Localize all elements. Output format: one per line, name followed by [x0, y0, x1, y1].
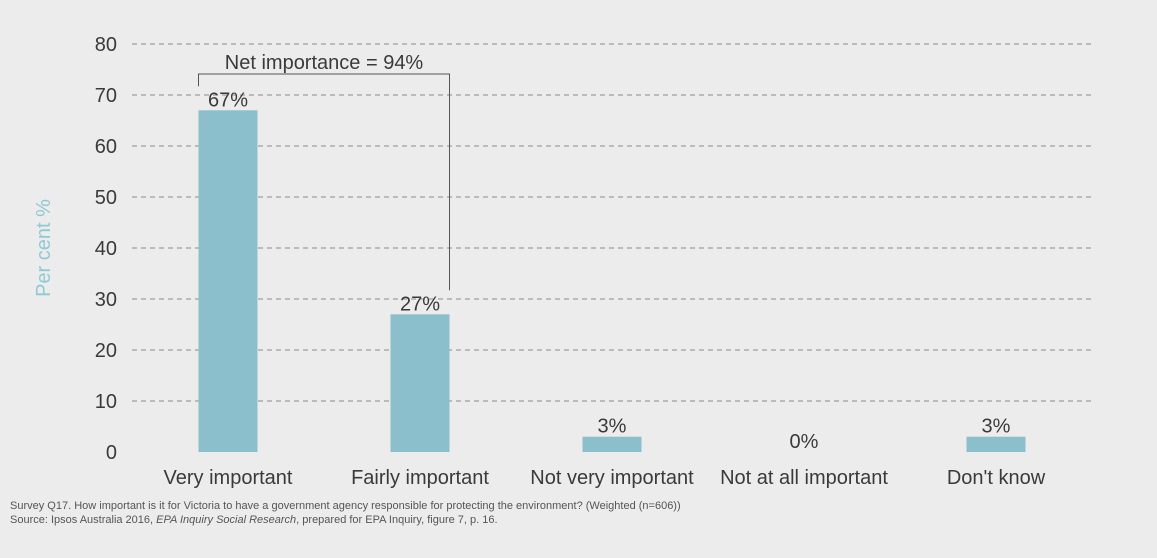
- category-label: Not at all important: [720, 467, 888, 489]
- bar: [966, 436, 1026, 452]
- data-label: 3%: [598, 416, 627, 438]
- category-label: Very important: [164, 467, 293, 489]
- data-label: 27%: [400, 293, 440, 315]
- source-prefix: Source: Ipsos Australia 2016,: [10, 514, 157, 526]
- y-tick-label: 60: [95, 136, 117, 158]
- y-tick-label: 30: [95, 289, 117, 311]
- source-title: EPA Inquiry Social Research: [156, 514, 297, 526]
- source-citation: Source: Ipsos Australia 2016, EPA Inquir…: [10, 513, 1147, 527]
- y-axis-label: Per cent %: [33, 199, 55, 297]
- data-label: 3%: [982, 416, 1011, 438]
- bar: [582, 436, 642, 452]
- y-tick-label: 70: [95, 85, 117, 107]
- category-label: Don't know: [947, 467, 1046, 489]
- bar: [198, 110, 258, 453]
- y-tick-label: 10: [95, 391, 117, 413]
- net-importance-bracket: [198, 73, 450, 291]
- data-label: 0%: [790, 431, 819, 453]
- category-label: Fairly important: [351, 467, 489, 489]
- figure-footer: Survey Q17. How important is it for Vict…: [10, 499, 1147, 527]
- bar: [390, 314, 450, 452]
- y-tick-label: 20: [95, 340, 117, 362]
- y-tick-label: 0: [106, 442, 117, 464]
- source-suffix: , prepared for EPA Inquiry, figure 7, p.…: [296, 514, 498, 526]
- bar-chart: 0 10 20 30 40 50 60 70 80 67% 27% 3% 0% 3% Very impo…: [33, 34, 1092, 489]
- survey-note: Survey Q17. How important is it for Vict…: [10, 500, 681, 512]
- chart-area: 0 10 20 30 40 50 60 70 80 67% 27% 3% 0% 3% Very impo…: [33, 34, 1092, 489]
- y-tick-label: 80: [95, 34, 117, 56]
- data-label: 67%: [208, 89, 248, 111]
- y-tick-label: 40: [95, 238, 117, 260]
- net-importance-label: Net importance = 94%: [225, 52, 424, 74]
- y-tick-label: 50: [95, 187, 117, 209]
- category-label: Not very important: [530, 467, 694, 489]
